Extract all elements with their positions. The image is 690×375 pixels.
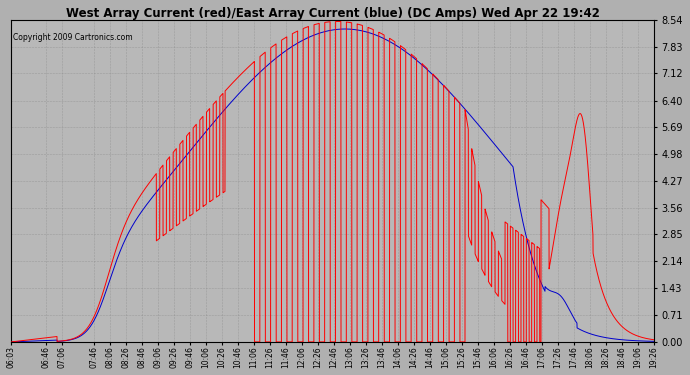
- Title: West Array Current (red)/East Array Current (blue) (DC Amps) Wed Apr 22 19:42: West Array Current (red)/East Array Curr…: [66, 7, 600, 20]
- Text: Copyright 2009 Cartronics.com: Copyright 2009 Cartronics.com: [12, 33, 132, 42]
